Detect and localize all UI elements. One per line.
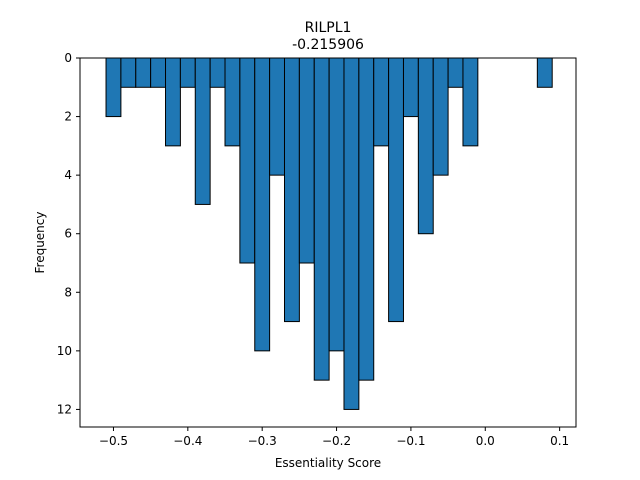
- x-tick-label: 0.0: [476, 434, 495, 448]
- histogram-bar: [402, 57, 419, 118]
- x-tick-label: −0.5: [99, 434, 128, 448]
- y-axis-label: Frequency: [33, 212, 47, 274]
- histogram-bar: [254, 57, 271, 352]
- y-axis: 0 2 4 6 8 10 12: [57, 51, 80, 416]
- histogram-bar: [150, 57, 167, 88]
- x-tick-label: −0.2: [322, 434, 351, 448]
- histogram-bar: [388, 57, 404, 323]
- x-axis-label: Essentiality Score: [275, 456, 381, 470]
- x-tick-label: −0.1: [396, 434, 425, 448]
- y-tick-label: 10: [57, 344, 72, 358]
- histogram-bar: [224, 57, 241, 147]
- bars-group: [105, 57, 553, 410]
- x-tick-label: −0.3: [248, 434, 277, 448]
- histogram-bar: [120, 57, 137, 88]
- histogram-bar: [298, 57, 315, 264]
- x-tick-label: −0.4: [173, 434, 202, 448]
- histogram-bar: [194, 57, 211, 205]
- y-tick-label: 2: [64, 110, 72, 124]
- y-tick-label: 0: [64, 51, 72, 65]
- histogram-bar: [209, 57, 226, 88]
- chart-title: RILPL1: [305, 20, 352, 36]
- histogram-bar: [283, 57, 300, 323]
- histogram-bar: [373, 57, 390, 147]
- histogram-bar: [135, 57, 152, 88]
- histogram-bar: [343, 57, 360, 410]
- x-tick-label: 0.1: [550, 434, 569, 448]
- y-tick-label: 4: [64, 168, 72, 182]
- y-tick-label: 12: [57, 402, 72, 416]
- histogram-bar: [269, 57, 285, 176]
- y-tick-label: 8: [64, 285, 72, 299]
- histogram-bar: [358, 57, 375, 381]
- histogram-bar: [328, 57, 345, 352]
- histogram-bar: [313, 57, 330, 381]
- histogram-bar: [417, 57, 434, 235]
- histogram-bar: [179, 57, 196, 88]
- histogram-bar: [432, 57, 449, 176]
- chart-subtitle: -0.215906: [292, 37, 364, 53]
- histogram-bar: [105, 57, 122, 118]
- histogram-bar: [165, 57, 181, 147]
- histogram-bar: [462, 57, 479, 147]
- histogram-bar: [447, 57, 464, 88]
- x-axis: −0.5 −0.4 −0.3 −0.2 −0.1 0.0 0.1: [99, 427, 569, 448]
- plot-frame: [79, 57, 577, 428]
- histogram-bar: [239, 57, 256, 264]
- y-tick-label: 6: [64, 227, 72, 241]
- histogram-bar: [536, 57, 553, 88]
